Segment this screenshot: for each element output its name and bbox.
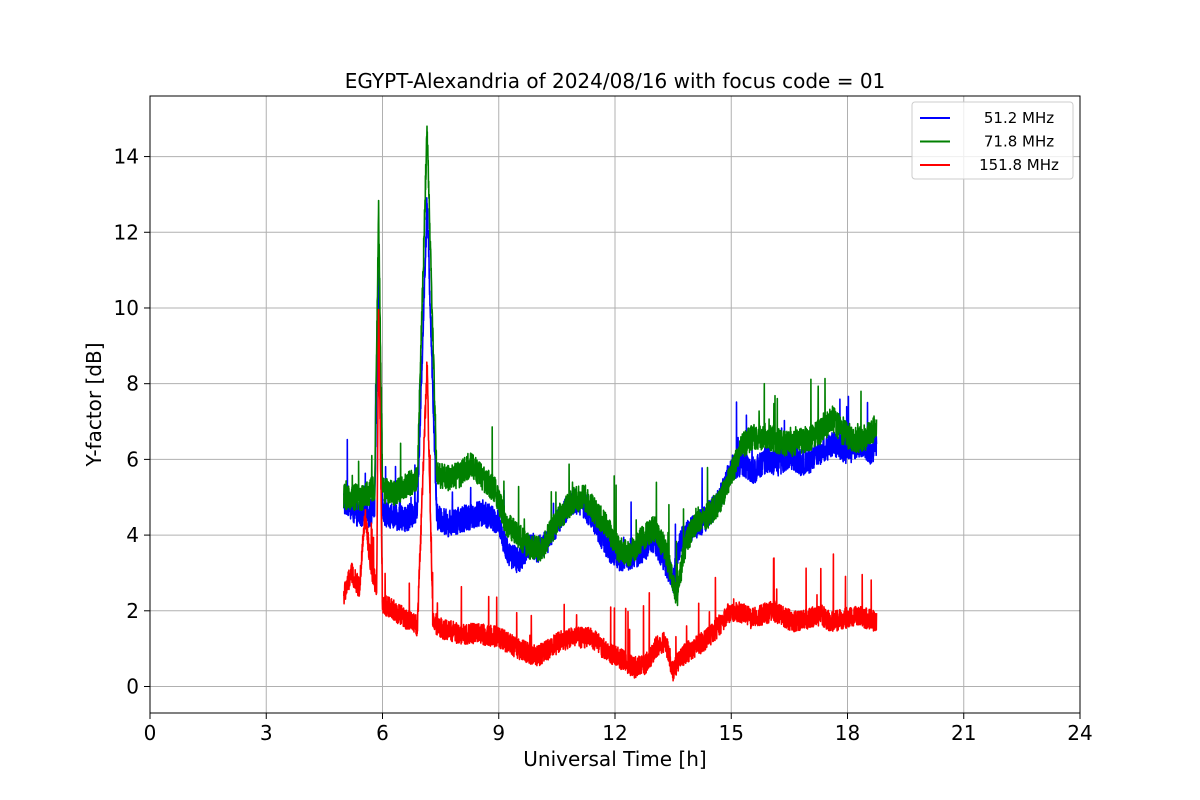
x-tick-label: 18 [835,721,860,745]
series-line-3 [343,308,878,682]
y-tick-label: 14 [114,145,139,169]
x-axis-label: Universal Time [h] [523,747,706,771]
legend: 51.2 MHz 71.8 MHz 151.8 MHz [911,101,1074,180]
y-tick-label: 4 [126,523,139,547]
legend-entry-label: 51.2 MHz [984,109,1054,127]
x-tick-label: 6 [376,721,389,745]
chart-title: EGYPT-Alexandria of 2024/08/16 with focu… [345,69,886,93]
x-tick-label: 15 [719,721,744,745]
x-tick-label: 9 [492,721,505,745]
x-tick-label: 24 [1067,721,1092,745]
legend-box [911,101,1074,180]
x-tick-label: 12 [602,721,627,745]
x-tick-label: 0 [144,721,157,745]
legend-entry-label: 71.8 MHz [984,133,1054,151]
series-layer [343,125,878,682]
legend-entry-label: 151.8 MHz [979,156,1059,174]
x-tick-label: 21 [951,721,976,745]
series-line-2 [343,125,878,607]
y-axis-label: Y-factor [dB] [82,342,106,467]
y-tick-label: 6 [126,447,139,471]
series-line-1 [343,197,878,593]
y-tick-label: 10 [114,296,139,320]
y-tick-label: 8 [126,372,139,396]
y-tick-label: 0 [126,675,139,699]
x-tick-label: 3 [260,721,273,745]
y-tick-label: 2 [126,599,139,623]
y-tick-label: 12 [114,220,139,244]
